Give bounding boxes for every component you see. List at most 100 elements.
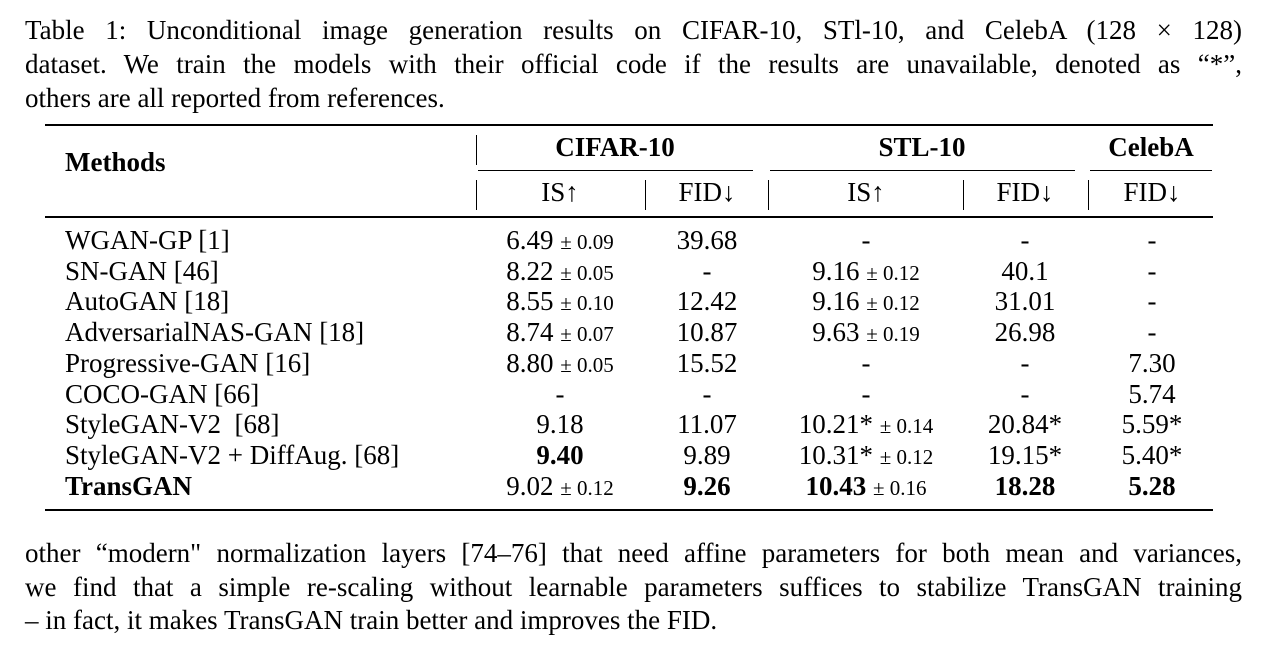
metric-header: FID↓: [1123, 177, 1181, 207]
table-cell: 9.16 ± 0.12: [812, 255, 920, 289]
cell-value: -: [1020, 347, 1030, 378]
rule: [45, 216, 1213, 218]
table-cell: 10.87: [677, 316, 738, 348]
cell-value: -: [1147, 286, 1157, 317]
cell-value: 9.63: [812, 317, 860, 348]
cell-value: 5.74: [1128, 378, 1176, 409]
table-cell: 20.84*: [988, 408, 1062, 440]
table-cell: 10.43 ± 0.16: [805, 470, 926, 504]
table-cell: -: [1021, 224, 1030, 256]
rule: [45, 509, 1213, 511]
table-cell: 12.42: [677, 285, 738, 317]
cell-value: 7.30: [1128, 347, 1176, 378]
table-cell: 11.07: [677, 408, 737, 440]
method-name: Progressive-GAN [16]: [65, 347, 311, 378]
table-cell: -: [1021, 347, 1030, 379]
cell-std: ± 0.12: [866, 291, 920, 316]
table-cell: 5.28: [1128, 470, 1175, 502]
rule: [963, 180, 965, 210]
table-cell: 8.80 ± 0.05: [506, 347, 614, 381]
body-line: other “modern" normalization layers [74–…: [25, 538, 1242, 568]
cell-value: -: [1147, 225, 1157, 255]
cell-value: -: [1020, 378, 1030, 409]
cell-value: 8.22: [506, 255, 554, 286]
table-cell: 5.74: [1128, 378, 1175, 410]
cell-value: 18.28: [994, 470, 1056, 501]
cell-value: 10.31*: [798, 439, 873, 470]
rule: [768, 180, 770, 210]
caption-line: Table 1: Unconditional image generation …: [25, 15, 1242, 45]
cell-value: 5.28: [1128, 470, 1176, 501]
rule: [476, 180, 478, 210]
table-cell: 9.18: [536, 408, 583, 440]
table-cell: 39.68: [677, 224, 738, 256]
rule: [45, 124, 1213, 126]
cell-value: 26.98: [994, 317, 1056, 348]
cell-value: 12.42: [676, 286, 738, 317]
cell-value: -: [702, 378, 712, 409]
cell-value: -: [861, 347, 871, 378]
table-cell: 6.49 ± 0.09: [506, 224, 614, 258]
group-header: CelebA: [1108, 132, 1194, 162]
cell-value: -: [1147, 255, 1157, 286]
table-cell: -: [862, 378, 871, 410]
method-name: WGAN-GP [1]: [65, 225, 230, 255]
cell-value: -: [861, 378, 871, 409]
body-line: we find that a simple re-scaling without…: [25, 571, 1242, 602]
cell-value: 39.68: [676, 225, 738, 255]
table-cell: 8.74 ± 0.07: [506, 316, 614, 350]
metric-header: IS↑: [541, 177, 579, 207]
caption-line: dataset. We train the models with their …: [25, 49, 1242, 79]
cell-value: 31.01: [994, 286, 1056, 317]
cell-value: -: [861, 225, 871, 255]
method-name: COCO-GAN [66]: [65, 378, 260, 409]
table-cell: -: [1148, 255, 1157, 287]
cell-value: 10.43: [805, 470, 867, 501]
table-cell: 9.63 ± 0.19: [812, 316, 920, 350]
table-cell: 8.22 ± 0.05: [506, 255, 614, 289]
cell-std: ± 0.05: [560, 352, 614, 377]
cell-value: 10.21*: [798, 409, 873, 440]
table-cell: 10.21* ± 0.14: [799, 408, 934, 442]
caption-line: others are all reported from references.: [25, 83, 445, 113]
cell-value: 15.52: [676, 347, 738, 378]
cell-value: -: [702, 255, 712, 286]
rule: [478, 170, 753, 172]
table-cell: 15.52: [677, 347, 738, 379]
table-cell: -: [703, 378, 712, 410]
rule: [476, 135, 478, 165]
body-line: – in fact, it makes TransGAN train bette…: [25, 605, 718, 635]
cell-std: ± 0.19: [866, 322, 920, 347]
cell-std: ± 0.16: [872, 475, 927, 500]
cell-value: -: [555, 378, 565, 409]
table-cell: -: [1148, 285, 1157, 317]
cell-value: 19.15*: [987, 439, 1063, 470]
cell-std: ± 0.10: [560, 291, 614, 316]
cell-std: ± 0.14: [879, 414, 934, 439]
cell-std: ± 0.12: [866, 260, 920, 285]
cell-value: -: [1147, 317, 1157, 348]
table-cell: 5.59*: [1122, 408, 1183, 440]
table-cell: -: [703, 255, 712, 287]
table-cell: 26.98: [995, 316, 1056, 348]
metric-header: IS↑: [847, 177, 885, 207]
cell-value: 5.40*: [1121, 439, 1183, 470]
table-cell: -: [1148, 224, 1157, 256]
rule: [645, 180, 647, 210]
cell-value: 9.02: [506, 470, 554, 501]
cell-value: 6.49: [506, 225, 554, 255]
group-header: STL-10: [878, 132, 966, 162]
table-cell: -: [1148, 316, 1157, 348]
cell-value: 8.74: [506, 317, 554, 348]
cell-value: 20.84*: [987, 409, 1063, 440]
metric-header: FID↓: [678, 177, 736, 207]
cell-value: 40.1: [1001, 255, 1049, 286]
cell-value: 9.26: [683, 470, 731, 501]
cell-value: 9.16: [812, 255, 860, 286]
table-cell: 7.30: [1128, 347, 1175, 379]
cell-value: 10.87: [676, 317, 738, 348]
cell-value: 9.16: [812, 286, 860, 317]
metric-header: FID↓: [996, 177, 1054, 207]
cell-std: ± 0.12: [560, 475, 614, 500]
